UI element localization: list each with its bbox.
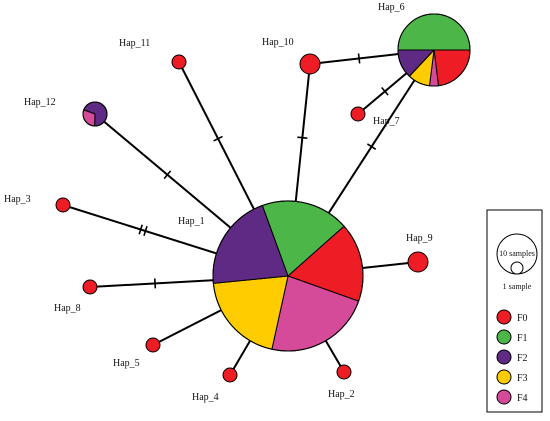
haplotype-label-hap-8: Hap_8: [54, 303, 81, 314]
haplotype-label-hap-10: Hap_10: [262, 37, 294, 48]
slice-f0: [433, 49, 471, 87]
legend-label: F2: [517, 353, 528, 364]
mutation-tick: [138, 224, 143, 235]
haplotype-node-hap-3: [55, 197, 71, 213]
slice-f0: [336, 364, 352, 380]
node-outline: [82, 101, 108, 127]
haplotype-label-hap-3: Hap_3: [4, 194, 31, 205]
legend-item-f0: F0: [496, 309, 528, 325]
slice-f0: [171, 54, 187, 70]
legend: 10 samples 1 sample F0 F1 F2 F3 F4: [486, 209, 543, 413]
haplotype-label-hap-6: Hap_6: [378, 2, 405, 13]
haplotype-node-hap-6: [397, 13, 471, 87]
slice-f0: [55, 197, 71, 213]
slice-f0: [350, 106, 366, 122]
node-outline: [397, 13, 471, 87]
haplotype-label-hap-11: Hap_11: [119, 38, 150, 49]
legend-size-small-label: 1 sample: [503, 282, 532, 291]
legend-label: F0: [517, 313, 528, 324]
legend-item-f2: F2: [496, 349, 528, 365]
haplotype-node-hap-9: [407, 251, 429, 273]
legend-items: F0 F1 F2 F3 F4: [496, 309, 528, 405]
legend-swatch: [496, 329, 512, 345]
legend-label: F4: [517, 393, 528, 404]
haplotype-label-hap-1: Hap_1: [178, 216, 205, 227]
slice-f0: [145, 337, 161, 353]
haplotype-node-hap-4: [222, 367, 238, 383]
legend-swatch: [496, 389, 512, 405]
haplotype-node-hap-11: [171, 54, 187, 70]
haplotype-label-hap-5: Hap_5: [113, 358, 140, 369]
network-nodes: [55, 13, 471, 383]
mutation-tick: [143, 226, 148, 237]
haplotype-node-hap-7: [350, 106, 366, 122]
mutation-tick: [297, 136, 308, 139]
slice-f0: [407, 251, 429, 273]
mutation-tick: [366, 143, 377, 151]
slice-f1: [397, 13, 471, 51]
legend-label: F3: [517, 373, 528, 384]
slice-f0: [82, 279, 98, 295]
legend-size-large-label: 10 samples: [499, 249, 535, 258]
mutation-tick: [153, 278, 157, 289]
legend-size-circle-small: [510, 261, 524, 275]
haplotype-label-hap-4: Hap_4: [192, 392, 219, 403]
mutation-tick: [163, 170, 172, 180]
haplotype-label-hap-9: Hap_9: [406, 233, 433, 244]
haplotype-label-hap-12: Hap_12: [24, 97, 56, 108]
mutation-tick: [381, 87, 389, 96]
legend-swatch: [496, 369, 512, 385]
slice-f0: [299, 53, 321, 75]
legend-item-f4: F4: [496, 389, 528, 405]
legend-swatch: [496, 349, 512, 365]
haplotype-node-hap-1: [212, 200, 364, 352]
mutation-tick: [357, 53, 361, 64]
haplotype-label-hap-2: Hap_2: [328, 389, 355, 400]
haplotype-node-hap-2: [336, 364, 352, 380]
slice-f0: [222, 367, 238, 383]
legend-swatch: [496, 309, 512, 325]
legend-item-f3: F3: [496, 369, 528, 385]
node-outline: [212, 200, 364, 352]
haplotype-node-hap-5: [145, 337, 161, 353]
haplotype-node-hap-12: [82, 101, 108, 127]
mutation-tick: [213, 135, 223, 142]
legend-item-f1: F1: [496, 329, 528, 345]
haplotype-node-hap-10: [299, 53, 321, 75]
haplotype-label-hap-7: Hap_7: [373, 116, 400, 127]
legend-label: F1: [517, 333, 528, 344]
network-labels: Hap_1 Hap_2 Hap_3 Hap_4 Hap_5 Hap_6 Hap_7 Hap_8…: [4, 2, 433, 403]
haplotype-node-hap-8: [82, 279, 98, 295]
